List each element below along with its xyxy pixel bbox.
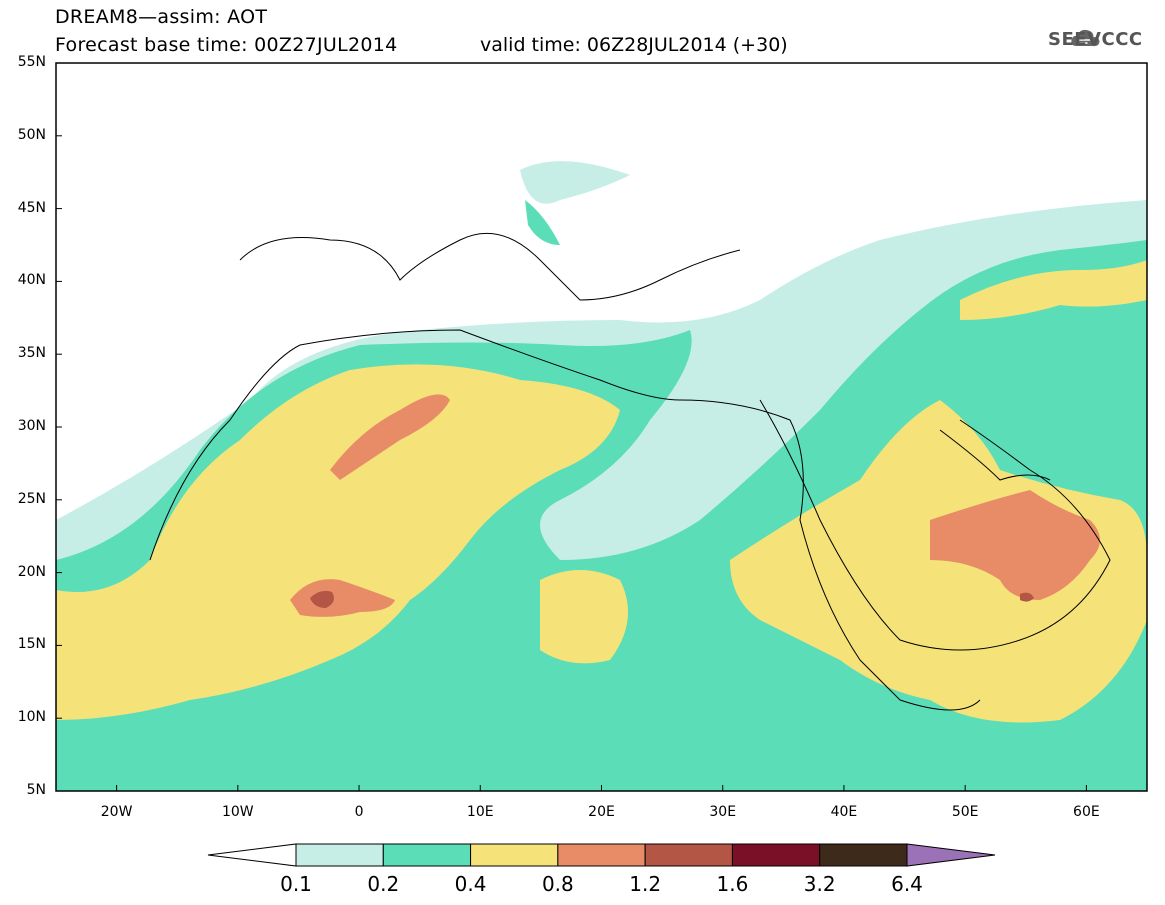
aot-contour-0.1-adriatic — [520, 161, 630, 204]
colorbar-swatch — [819, 843, 908, 867]
lon-tick-label: 20W — [100, 804, 133, 820]
lon-tick-label: 10W — [221, 804, 254, 820]
lat-tick-label: 25N — [17, 490, 46, 507]
colorbar-label: 0.8 — [541, 872, 574, 896]
aot-contour-0.4-central — [540, 570, 628, 664]
aot-contour-0.8-algeria — [330, 394, 450, 480]
aot-contour-0.4-caspian — [960, 260, 1147, 320]
africa-coast — [149, 329, 981, 711]
colorbar-label: 3.2 — [803, 872, 836, 896]
aot-contour-1.2 — [310, 590, 334, 608]
colorbar-label: 0.4 — [454, 872, 487, 896]
coastlines — [149, 232, 1111, 711]
colorbar-swatch — [295, 843, 384, 867]
lat-tick-label: 30N — [17, 418, 46, 434]
lat-tick-label: 50N — [17, 126, 46, 143]
lon-tick-label: 10E — [466, 804, 494, 820]
valid-time: valid time: 06Z28JUL2014 (+30) — [480, 34, 788, 56]
aot-contour-0.4-arabia — [730, 400, 1147, 723]
lon-tick-label: 0 — [354, 804, 364, 820]
aot-field — [56, 63, 1147, 791]
colorbar-swatch — [644, 843, 733, 867]
lat-tick-label: 55N — [17, 54, 46, 70]
cloud-icon — [1071, 29, 1100, 47]
colorbar-label: 1.2 — [629, 872, 662, 896]
aot-contour-1.2-oman — [1020, 592, 1034, 602]
aot-contour-0.8-mali — [290, 579, 395, 617]
aot-contour-0.4-sahara — [56, 364, 620, 720]
colorbar-min-arrow — [207, 843, 297, 867]
lon-tick-label: 40E — [830, 804, 858, 820]
lon-tick-label: 60E — [1073, 804, 1100, 820]
chart-title: DREAM8—assim: AOT — [55, 6, 268, 28]
colorbar-swatch — [557, 843, 646, 867]
logo-text: SEEVCCC — [1048, 29, 1143, 50]
arabia-coast — [759, 399, 1111, 651]
colorbar-label: 0.2 — [367, 872, 400, 896]
lat-tick-label: 45N — [17, 199, 46, 216]
europe-coast — [239, 232, 741, 301]
lat-tick-label: 15N — [17, 636, 46, 653]
aot-contour-0.8-gulf — [930, 490, 1100, 600]
lat-tick-label: 10N — [17, 709, 46, 726]
lat-tick-label: 5N — [26, 782, 46, 798]
colorbar-swatch — [470, 843, 559, 867]
colorbar-swatch — [731, 843, 821, 867]
colorbar-label: 6.4 — [891, 872, 923, 896]
colorbar-swatch — [382, 843, 472, 867]
lat-tick-label: 20N — [17, 563, 46, 580]
colorbar-label: 1.6 — [716, 872, 749, 896]
lat-tick-label: 35N — [17, 345, 46, 362]
lat-tick-label: 40N — [17, 272, 46, 289]
axis-ticks — [56, 62, 1087, 792]
forecast-base-time: Forecast base time: 00Z27JUL2014 — [55, 34, 398, 56]
aot-contour-0.2-adriatic — [525, 200, 560, 245]
persian-gulf-coast — [939, 429, 1051, 481]
lon-tick-label: 20E — [588, 804, 615, 820]
lon-tick-label: 50E — [951, 804, 979, 820]
colorbar-max-arrow — [906, 843, 996, 867]
lon-tick-label: 30E — [709, 804, 737, 820]
colorbar-label: 0.1 — [280, 872, 312, 896]
aot-map — [55, 62, 1148, 792]
